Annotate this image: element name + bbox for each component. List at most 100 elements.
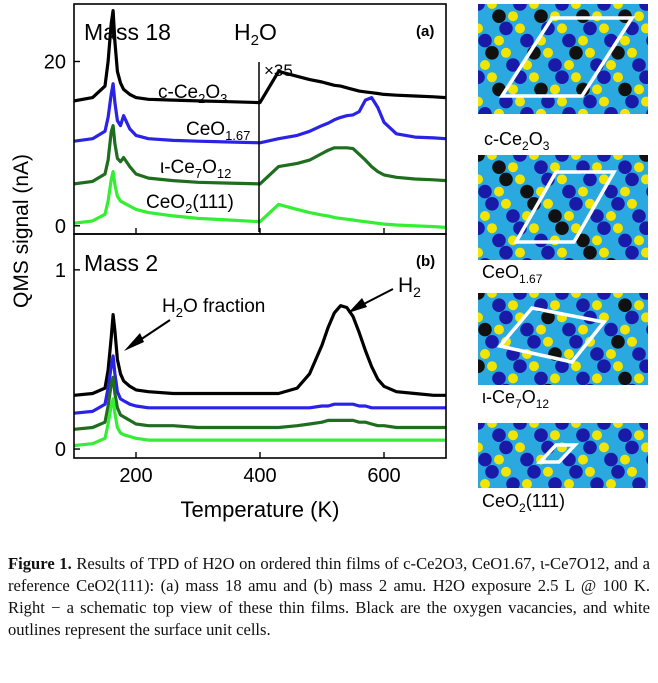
ce-atom [527,335,541,349]
o-atom [634,11,644,22]
ce-atom [569,465,583,479]
ce-atom [499,94,513,109]
ce-atom [590,347,604,361]
ce-atom [583,172,597,187]
ce-atom [555,423,569,430]
ce-atom [618,160,632,174]
o-atom [648,138,658,148]
structure-panel-0 [459,4,658,133]
o-atom [564,349,574,359]
oxygen-vacancy [492,9,506,23]
o-atom [480,406,490,416]
o-atom [543,198,553,209]
oxygen-vacancy [569,46,583,60]
ce-atom [492,233,506,248]
ce-atom [639,4,648,11]
oxygen-vacancy [653,46,658,60]
o-atom [497,259,501,260]
structure-label-iota: ι-Ce7O12 [482,387,549,411]
o-atom [578,186,588,197]
oxygen-vacancy [583,245,597,260]
o-atom [599,442,609,453]
ce-atom [478,423,485,430]
o-atom [487,155,497,160]
ce-atom [625,94,639,109]
ce-atom [457,384,471,398]
ce-atom [485,335,499,349]
o-atom [627,336,637,347]
o-atom [606,406,616,416]
ce-atom [597,221,611,235]
o-atom [578,108,588,114]
o-atom [571,491,581,501]
oxygen-vacancy [618,371,632,385]
o-atom [606,349,616,359]
h2-peak-arrowhead [348,298,367,313]
oxygen-vacancy [611,335,625,349]
oxygen-vacancy [541,310,555,325]
oxygen-vacancy [478,359,485,373]
ce-atom [569,197,583,211]
series-line-a-1 [74,82,446,145]
oxygen-vacancy [611,119,625,133]
o-atom [585,47,595,58]
o-atom [550,300,560,311]
ce-atom [499,440,513,455]
o-atom [515,23,525,34]
o-atom [606,211,616,221]
o-atom [529,293,539,298]
o-atom [508,300,518,311]
ce-atom [520,107,534,114]
ce-atom [646,35,648,46]
o-atom [613,423,623,428]
ce-atom [485,197,499,211]
ce-atom [597,423,611,430]
ce-atom [583,94,597,109]
o-atom [529,361,539,372]
ce-atom [464,347,478,361]
ce-atom [632,58,646,72]
o-atom [557,247,567,258]
o-atom [515,247,525,258]
o-atom [522,479,532,488]
o-atom [529,423,539,428]
o-atom [459,121,469,131]
o-atom [592,430,602,441]
ce-atom [632,274,646,288]
ce-atom [625,310,639,325]
o-atom [487,4,497,9]
ce-atom [499,21,513,36]
o-atom [634,235,644,246]
ce-atom [513,293,527,300]
o-atom [627,47,637,58]
panel-a-label: Mass 18 [84,19,171,45]
o-atom [501,198,511,209]
ce-atom [564,258,574,260]
o-atom [543,336,553,347]
ce-atom [639,293,648,300]
ce-atom [534,428,548,443]
o-atom [592,300,602,311]
o-atom [550,84,560,95]
o-atom [571,72,581,83]
curve-label-iota: ι-Ce7O12 [160,157,231,181]
ce-atom [625,172,639,187]
o-atom [606,479,616,488]
o-atom [543,121,553,131]
o-atom [494,108,504,114]
ce-atom [478,184,492,199]
o-atom [529,155,539,160]
ce-atom [534,160,548,174]
ce-atom [639,70,648,84]
ce-atom [457,311,471,325]
o-atom [501,47,511,58]
o-atom [543,466,553,477]
ce-atom [492,298,506,313]
o-atom [620,35,630,46]
ce-atom [548,477,562,488]
o-atom [480,60,490,70]
o-atom [581,259,585,260]
o-atom [634,300,644,311]
o-atom [613,223,623,234]
o-atom [620,108,630,114]
